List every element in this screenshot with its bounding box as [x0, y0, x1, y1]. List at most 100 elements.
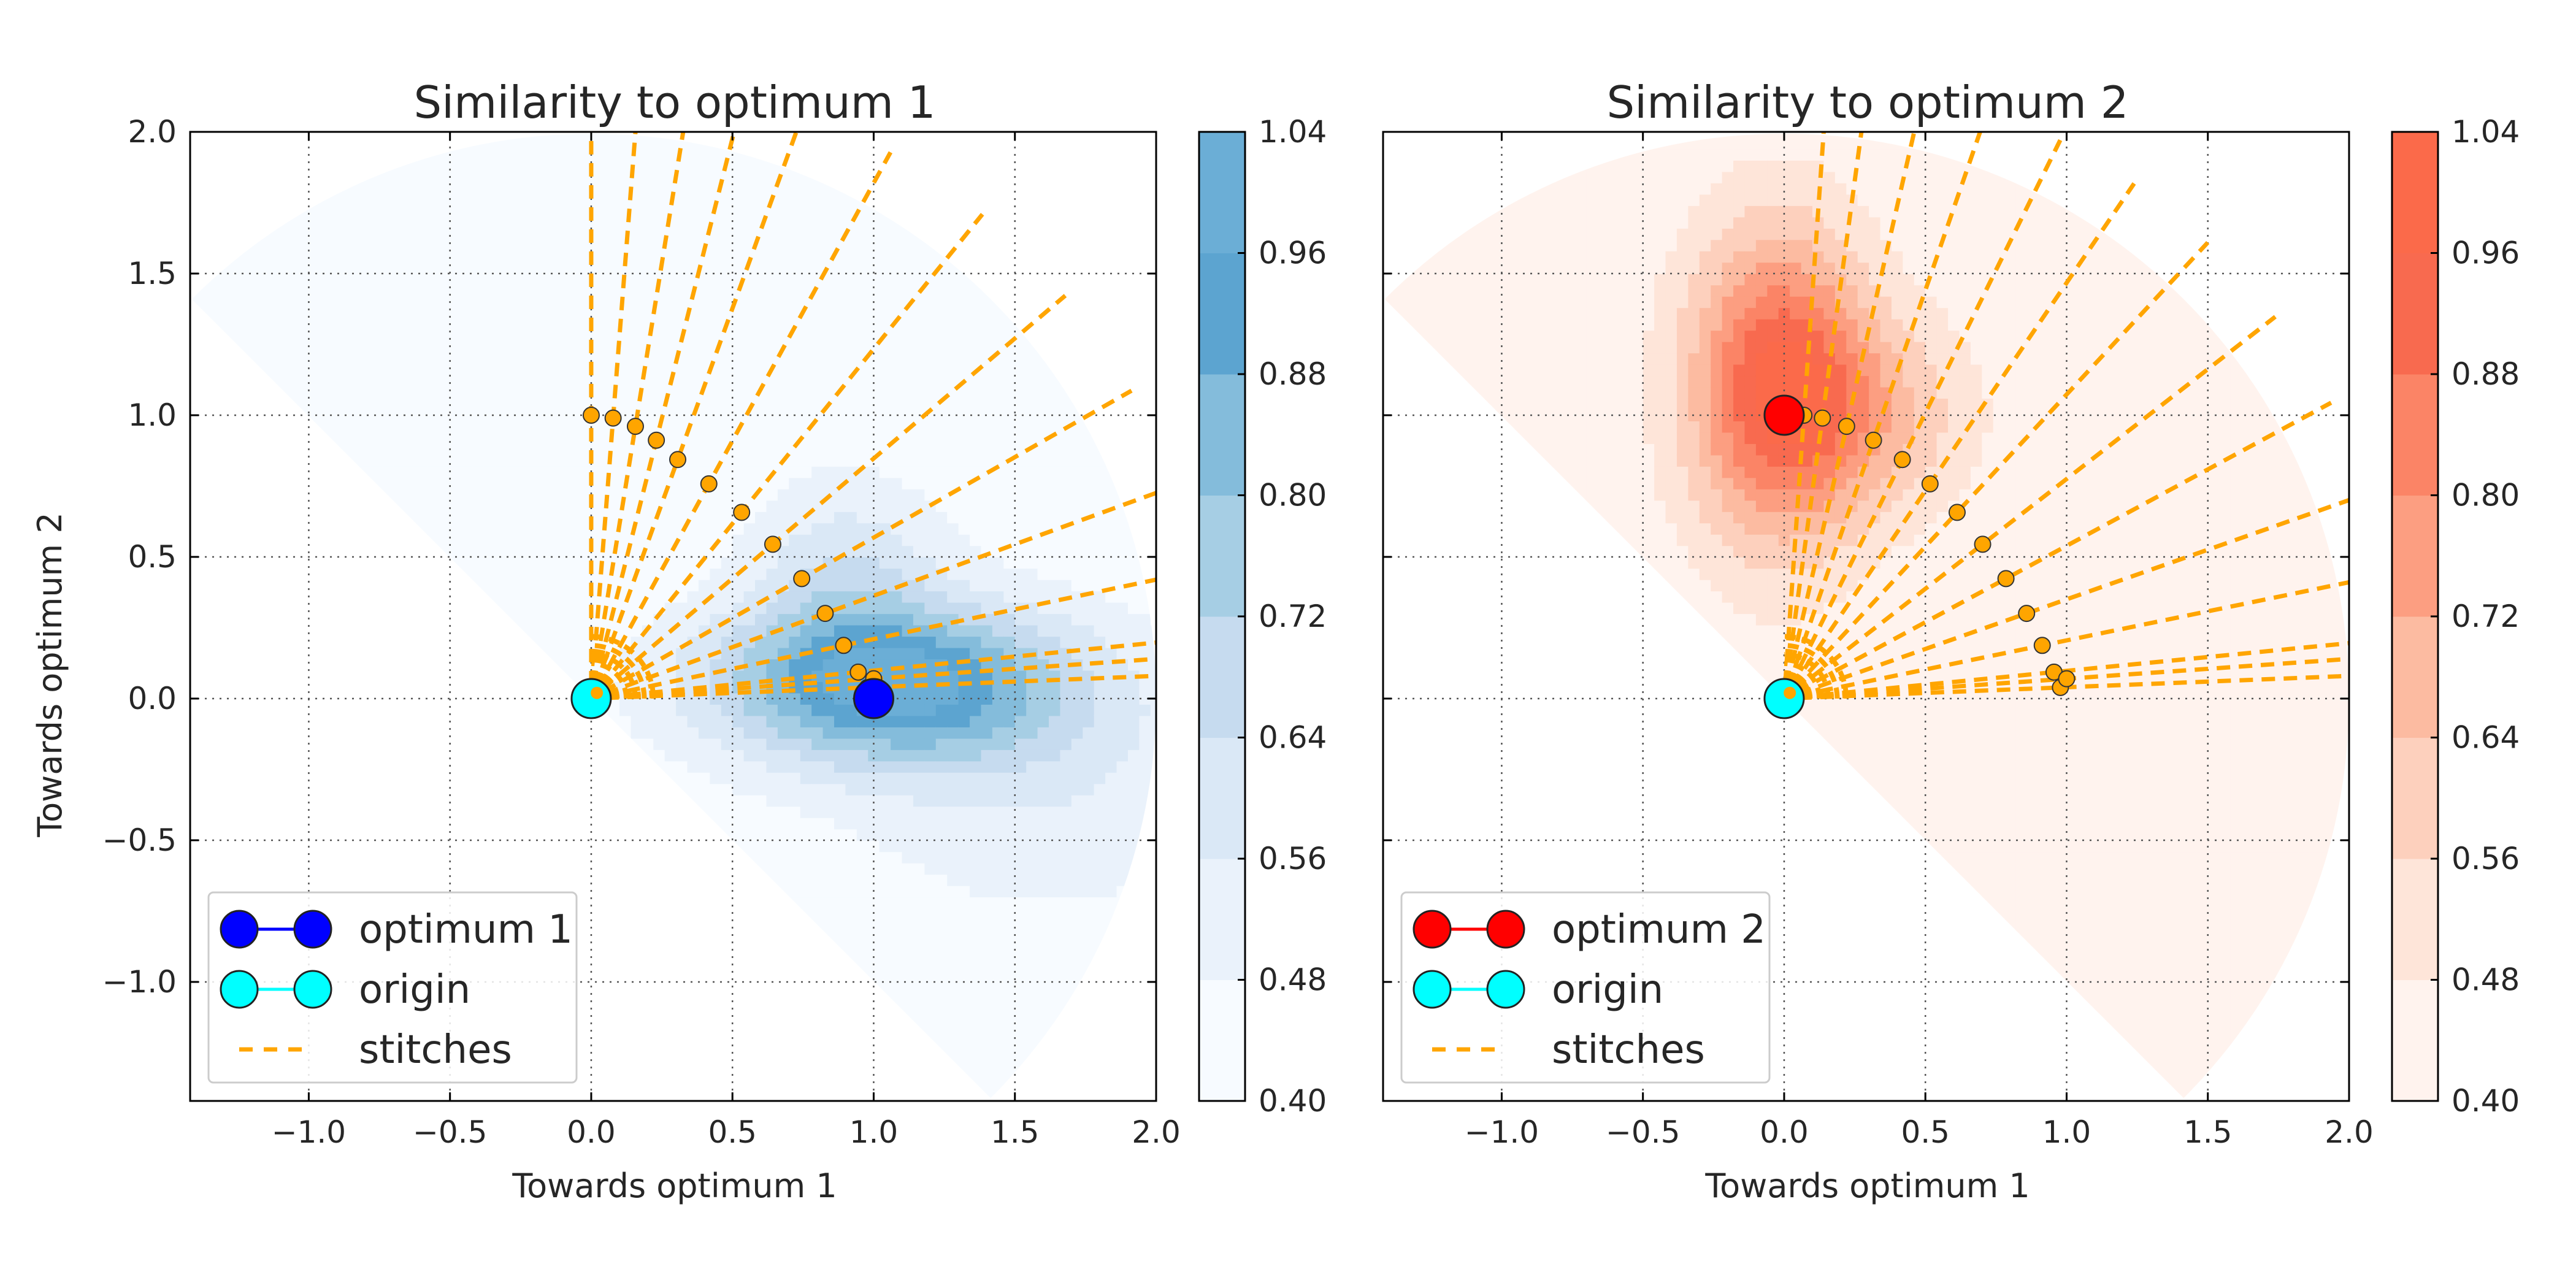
contour-cell: [291, 273, 304, 286]
contour-cell: [439, 1089, 451, 1098]
contour-cell: [405, 421, 417, 433]
contour-cell: [619, 908, 632, 921]
contour-cell: [811, 545, 824, 558]
contour-cell: [664, 749, 677, 762]
contour-cell: [235, 489, 247, 501]
contour-cell: [483, 851, 496, 864]
contour-cell: [642, 556, 654, 569]
contour-cell: [529, 840, 541, 853]
contour-cell: [800, 1044, 812, 1056]
contour-cell: [800, 1021, 812, 1033]
contour-cell: [800, 795, 812, 807]
contour-cell: [314, 840, 326, 853]
contour-cell: [506, 421, 519, 433]
contour-cell: [687, 454, 699, 467]
contour-cell: [597, 137, 609, 150]
contour-cell: [811, 659, 824, 671]
contour-cell: [191, 137, 202, 150]
contour-cell: [427, 137, 440, 150]
contour-cell: [201, 556, 213, 569]
contour-cell: [280, 421, 293, 433]
contour-cell: [427, 727, 440, 739]
contour-cell: [518, 341, 530, 354]
contour-cell: [269, 148, 282, 161]
contour-cell: [540, 545, 553, 558]
contour-cell: [405, 262, 417, 274]
contour-cell: [755, 851, 767, 864]
contour-cell: [732, 556, 745, 569]
contour-cell: [303, 523, 315, 535]
contour-cell: [280, 443, 293, 456]
contour-cell: [201, 806, 213, 818]
contour-cell: [518, 749, 530, 762]
contour-cell: [687, 386, 699, 399]
contour-cell: [348, 398, 361, 410]
contour-cell: [631, 772, 643, 784]
contour-cell: [562, 500, 575, 512]
contour-cell: [743, 1089, 756, 1098]
contour-cell: [337, 795, 349, 807]
contour-cell: [405, 795, 417, 807]
contour-cell: [518, 647, 530, 660]
contour-cell: [405, 670, 417, 682]
contour-cell: [326, 364, 338, 377]
contour-cell: [574, 545, 586, 558]
contour-cell: [653, 1010, 665, 1022]
contour-cell: [562, 806, 575, 818]
contour-cell: [631, 738, 643, 750]
contour-cell: [597, 251, 609, 263]
contour-cell: [777, 1078, 790, 1091]
contour-cell: [405, 398, 417, 410]
contour-cell: [439, 239, 451, 251]
contour-cell: [212, 556, 225, 569]
contour-cell: [291, 659, 304, 671]
contour-cell: [393, 636, 405, 648]
contour-cell: [811, 818, 824, 830]
contour-cell: [201, 579, 213, 592]
contour-cell: [450, 545, 462, 558]
contour-cell: [506, 137, 519, 150]
contour-cell: [822, 500, 835, 512]
contour-cell: [370, 738, 383, 750]
contour-cell: [822, 296, 835, 309]
contour-cell: [370, 217, 383, 229]
contour-cell: [359, 454, 372, 467]
contour-cell: [800, 999, 812, 1011]
contour-cell: [811, 749, 824, 762]
contour-cell: [235, 761, 247, 773]
contour-cell: [393, 862, 405, 875]
contour-cell: [811, 885, 824, 898]
contour-cell: [326, 647, 338, 660]
contour-cell: [822, 534, 835, 546]
contour-cell: [337, 715, 349, 727]
contour-cell: [755, 409, 767, 421]
contour-cell: [461, 749, 473, 762]
contour-cell: [743, 386, 756, 399]
contour-cell: [653, 851, 665, 864]
contour-cell: [450, 602, 462, 615]
contour-cell: [574, 148, 586, 161]
contour-cell: [755, 783, 767, 795]
contour-cell: [777, 137, 790, 150]
contour-cell: [687, 330, 699, 342]
contour-cell: [597, 749, 609, 762]
contour-cell: [608, 1089, 620, 1098]
contour-cell: [348, 738, 361, 750]
contour-cell: [258, 602, 270, 615]
contour-cell: [721, 1010, 734, 1022]
contour-cell: [551, 296, 564, 309]
contour-cell: [562, 409, 575, 421]
contour-cell: [800, 818, 812, 830]
contour-cell: [416, 727, 428, 739]
contour-cell: [664, 409, 677, 421]
contour-cell: [608, 738, 620, 750]
contour-cell: [608, 239, 620, 251]
contour-cell: [472, 523, 485, 535]
contour-cell: [314, 251, 326, 263]
contour-cell: [506, 330, 519, 342]
contour-cell: [642, 772, 654, 784]
contour-cell: [631, 217, 643, 229]
contour-cell: [201, 386, 213, 399]
contour-cell: [529, 772, 541, 784]
contour-cell: [766, 647, 778, 660]
